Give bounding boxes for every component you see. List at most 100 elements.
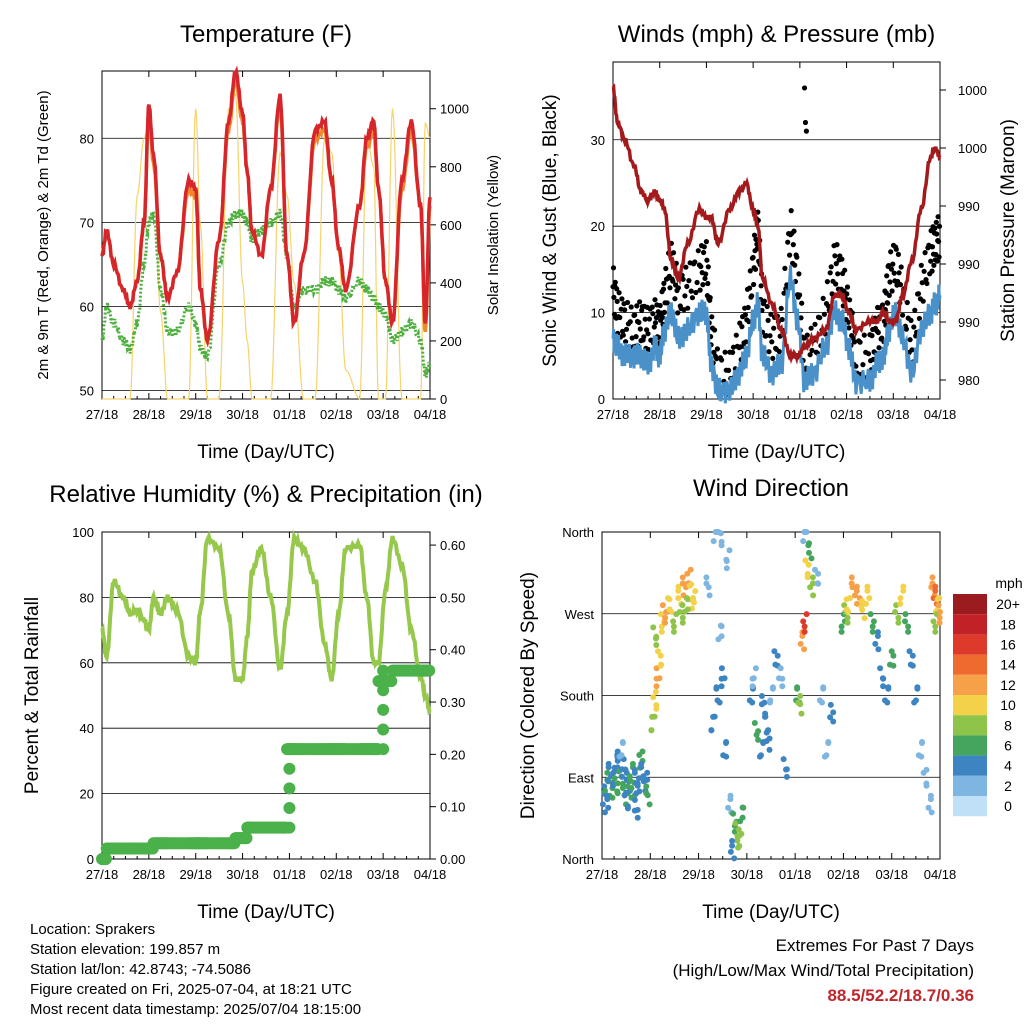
gust-point	[790, 242, 796, 248]
gust-point	[628, 304, 634, 310]
direction-point	[706, 592, 713, 599]
direction-point	[626, 773, 633, 780]
gust-point	[768, 311, 774, 317]
y2-tick-label: 0.10	[440, 800, 465, 815]
direction-point	[729, 837, 736, 844]
gust-point	[851, 339, 858, 345]
gust-point	[617, 314, 623, 321]
x-tick-label: 30/18	[226, 867, 259, 882]
y-tick-label: West	[565, 607, 595, 622]
gust-point	[835, 271, 841, 277]
x-axis-label: Time (Day/UTC)	[197, 902, 335, 923]
direction-point	[723, 556, 730, 563]
gust-point	[634, 303, 640, 309]
direction-point	[652, 635, 659, 642]
gust-point	[700, 282, 706, 288]
direction-point	[614, 788, 621, 795]
direction-point	[801, 646, 808, 653]
direction-point	[801, 529, 808, 535]
gust-point	[929, 268, 935, 274]
direction-point	[869, 623, 876, 630]
legend-label: 6	[1004, 738, 1012, 754]
direction-point	[880, 683, 887, 690]
extremes-box: Extremes For Past 7 Days (High/Low/Max W…	[673, 933, 974, 1008]
direction-point	[713, 684, 720, 691]
direction-point	[723, 753, 730, 760]
gust-point	[611, 294, 617, 300]
gust-point	[931, 262, 937, 268]
gust-point	[719, 357, 725, 363]
direction-point	[853, 583, 860, 590]
direction-point	[905, 628, 912, 635]
gust-point	[705, 280, 711, 287]
gust-point	[692, 259, 698, 265]
direction-point	[890, 662, 897, 669]
gust-point	[915, 291, 922, 297]
gust-point	[650, 311, 656, 317]
direction-point	[675, 583, 682, 590]
gust-point	[689, 295, 696, 301]
precip-point	[99, 853, 112, 865]
gust-point	[747, 285, 753, 291]
gust-point	[920, 298, 926, 304]
gust-point	[688, 288, 694, 294]
gust-point	[846, 325, 852, 331]
y2-tick-label: 1000	[440, 102, 469, 117]
x-tick-label: 02/18	[320, 407, 353, 422]
extremes-subtitle: (High/Low/Max Wind/Total Precipitation)	[672, 961, 974, 980]
gust-point	[923, 277, 929, 283]
gust-point	[912, 307, 918, 313]
gust-point	[652, 297, 658, 303]
direction-point	[937, 609, 943, 615]
gust-point	[646, 316, 653, 322]
direction-point	[880, 675, 887, 682]
direction-point	[805, 561, 812, 568]
direction-point	[640, 773, 647, 780]
direction-point	[853, 587, 860, 594]
direction-point	[690, 596, 696, 603]
direction-point	[847, 595, 853, 602]
direction-point	[797, 693, 804, 699]
direction-point	[653, 675, 660, 682]
direction-point	[779, 675, 786, 682]
gust-point	[620, 332, 626, 338]
x-tick-label: 02/18	[320, 867, 353, 882]
direction-point	[774, 652, 781, 659]
direction-point	[629, 760, 636, 767]
direction-point	[830, 709, 837, 716]
direction-point	[619, 740, 626, 746]
direction-point	[752, 665, 759, 672]
gust-point	[675, 285, 682, 291]
gust-point	[833, 261, 839, 267]
gust-point	[884, 273, 890, 279]
direction-point	[636, 752, 643, 758]
direction-point	[634, 814, 641, 821]
gust-point	[898, 264, 904, 270]
direction-point	[816, 697, 823, 704]
direction-point	[869, 628, 876, 635]
gust-point	[935, 214, 941, 220]
direction-point	[614, 780, 621, 787]
gust-point	[817, 315, 823, 321]
legend-label: 2	[1004, 778, 1012, 794]
gust-point	[824, 279, 831, 285]
y-tick-label: 10	[591, 306, 605, 321]
x-axis-label: Time (Day/UTC)	[197, 442, 335, 463]
gust-point	[667, 285, 673, 291]
gust-point	[704, 257, 710, 263]
y2-tick-label: 600	[440, 218, 462, 233]
x-tick-label: 03/18	[367, 867, 400, 882]
direction-point	[686, 582, 693, 589]
direction-point	[631, 766, 638, 773]
gust-point	[909, 347, 915, 353]
direction-point	[928, 809, 935, 816]
direction-point	[683, 595, 690, 602]
x-tick-label: 28/18	[133, 407, 166, 422]
gust-point	[682, 293, 688, 299]
direction-point	[636, 788, 643, 795]
gust-point	[797, 292, 803, 298]
direction-point	[914, 684, 921, 691]
x-tick-label: 28/18	[634, 867, 667, 882]
direction-point	[861, 615, 868, 622]
direction-point	[814, 580, 821, 587]
